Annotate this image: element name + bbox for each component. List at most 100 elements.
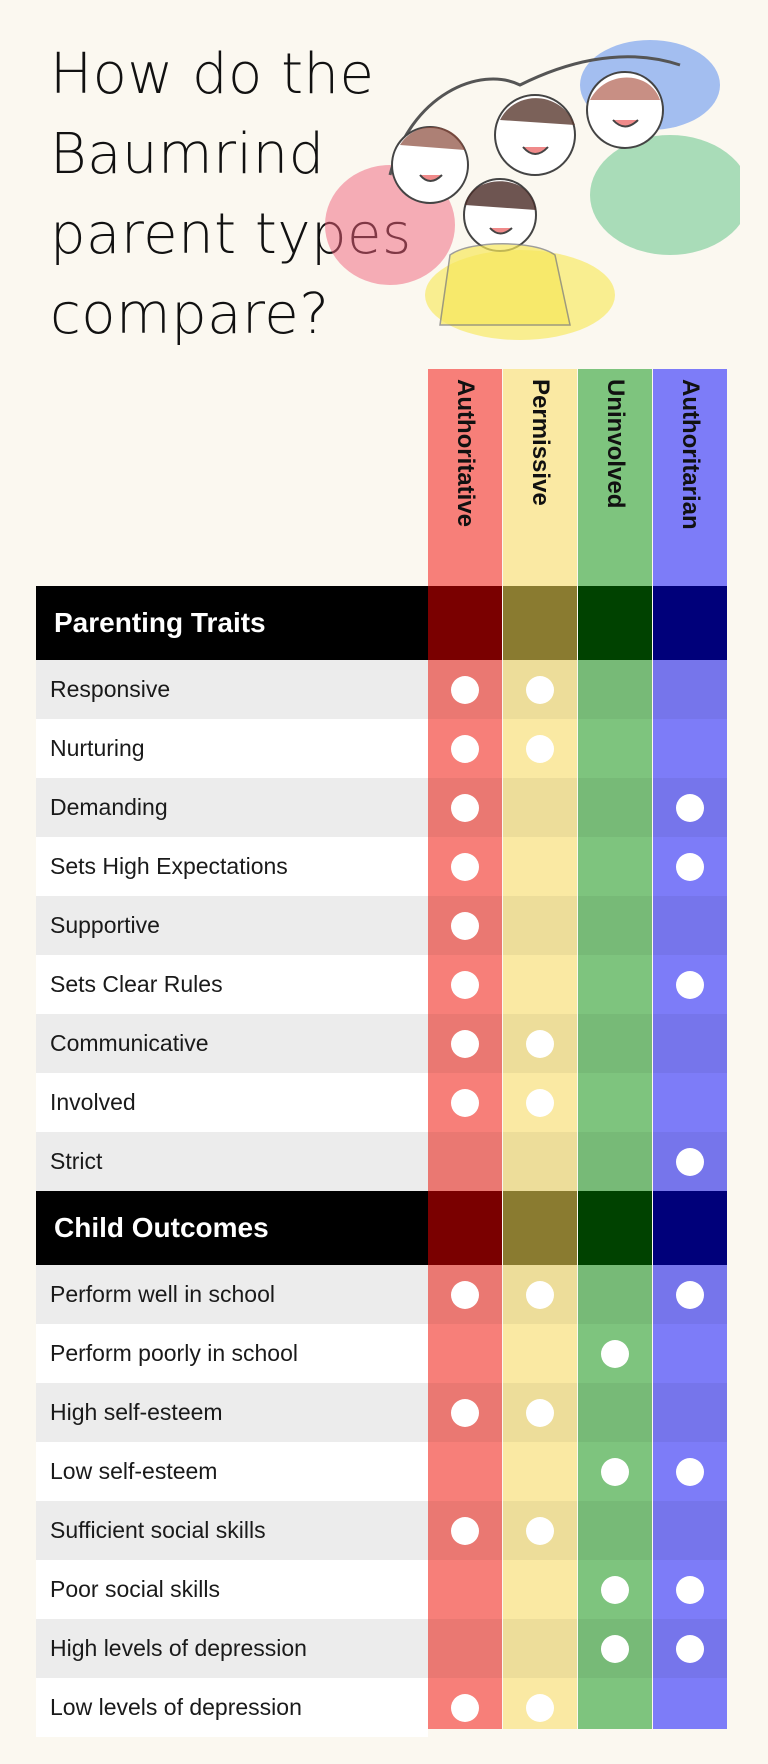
column-header-label: Permissive bbox=[527, 379, 554, 506]
row-shade bbox=[653, 896, 727, 955]
check-dot bbox=[451, 793, 479, 822]
table-row: Involved bbox=[36, 1073, 428, 1132]
check-dot bbox=[451, 734, 479, 763]
row-shade bbox=[578, 1383, 652, 1442]
row-shade bbox=[428, 1619, 502, 1678]
section-title: Child Outcomes bbox=[36, 1191, 428, 1265]
row-shade bbox=[578, 1265, 652, 1324]
table-row: Sufficient social skills bbox=[36, 1501, 428, 1560]
table-row: Sets High Expectations bbox=[36, 837, 428, 896]
section-color-cell bbox=[653, 1191, 727, 1265]
check-dot bbox=[601, 1457, 629, 1486]
column-header-label: Uninvolved bbox=[602, 379, 629, 509]
check-dot bbox=[526, 675, 554, 704]
row-label: Low levels of depression bbox=[50, 1694, 302, 1720]
row-label: Poor social skills bbox=[50, 1576, 220, 1602]
check-dot bbox=[451, 852, 479, 881]
column-header: Uninvolved bbox=[578, 369, 652, 586]
row-label: Nurturing bbox=[50, 735, 145, 761]
section-color-cell bbox=[578, 586, 652, 660]
row-shade bbox=[578, 778, 652, 837]
check-dot bbox=[676, 1147, 704, 1176]
check-dot bbox=[451, 1088, 479, 1117]
row-label: Sets High Expectations bbox=[50, 853, 288, 879]
check-dot bbox=[526, 1280, 554, 1309]
check-dot bbox=[676, 1634, 704, 1663]
table-row: Sets Clear Rules bbox=[36, 955, 428, 1014]
row-shade bbox=[503, 1132, 577, 1191]
check-dot bbox=[451, 675, 479, 704]
table-row: Supportive bbox=[36, 896, 428, 955]
row-label: Sufficient social skills bbox=[50, 1517, 266, 1543]
check-dot bbox=[676, 852, 704, 881]
row-shade bbox=[578, 1132, 652, 1191]
section-color-cell bbox=[428, 586, 502, 660]
row-shade bbox=[578, 1501, 652, 1560]
column-header: Authoritative bbox=[428, 369, 502, 586]
column-header: Permissive bbox=[503, 369, 577, 586]
check-dot bbox=[526, 734, 554, 763]
row-label: Sets Clear Rules bbox=[50, 971, 223, 997]
check-dot bbox=[451, 1693, 479, 1722]
row-shade bbox=[503, 896, 577, 955]
section-color-cell bbox=[653, 586, 727, 660]
table-row: Poor social skills bbox=[36, 1560, 428, 1619]
row-label: Perform well in school bbox=[50, 1281, 275, 1307]
row-shade bbox=[503, 1619, 577, 1678]
check-dot bbox=[526, 1516, 554, 1545]
check-dot bbox=[526, 1088, 554, 1117]
section-title: Parenting Traits bbox=[36, 586, 428, 660]
row-label: High self-esteem bbox=[50, 1399, 223, 1425]
row-shade bbox=[653, 660, 727, 719]
section-color-cell bbox=[503, 586, 577, 660]
section-header: Child Outcomes bbox=[36, 1191, 727, 1265]
row-shade bbox=[578, 896, 652, 955]
check-dot bbox=[601, 1634, 629, 1663]
section-color-cell bbox=[578, 1191, 652, 1265]
check-dot bbox=[451, 1398, 479, 1427]
check-dot bbox=[526, 1029, 554, 1058]
row-label: Supportive bbox=[50, 912, 160, 938]
check-dot bbox=[526, 1398, 554, 1427]
row-label: High levels of depression bbox=[50, 1635, 307, 1661]
check-dot bbox=[676, 1280, 704, 1309]
table-row: Responsive bbox=[36, 660, 428, 719]
check-dot bbox=[601, 1575, 629, 1604]
row-label: Communicative bbox=[50, 1030, 209, 1056]
table-row: Perform poorly in school bbox=[36, 1324, 428, 1383]
row-shade bbox=[428, 1132, 502, 1191]
row-label: Involved bbox=[50, 1089, 136, 1115]
row-label: Strict bbox=[50, 1148, 103, 1174]
column-header-label: Authoritative bbox=[452, 379, 479, 528]
check-dot bbox=[526, 1693, 554, 1722]
table-row: Strict bbox=[36, 1132, 428, 1191]
table-row: Low self-esteem bbox=[36, 1442, 428, 1501]
check-dot bbox=[676, 1457, 704, 1486]
row-shade bbox=[653, 1383, 727, 1442]
check-dot bbox=[451, 1029, 479, 1058]
check-dot bbox=[601, 1339, 629, 1368]
check-dot bbox=[451, 1280, 479, 1309]
table-row: Perform well in school bbox=[36, 1265, 428, 1324]
table-row: Communicative bbox=[36, 1014, 428, 1073]
row-shade bbox=[653, 1014, 727, 1073]
table-row: Nurturing bbox=[36, 719, 428, 778]
family-illustration bbox=[325, 40, 740, 340]
row-shade bbox=[653, 1501, 727, 1560]
check-dot bbox=[676, 970, 704, 999]
table-row: Demanding bbox=[36, 778, 428, 837]
column-header: Authoritarian bbox=[653, 369, 727, 586]
check-dot bbox=[451, 1516, 479, 1545]
row-label: Low self-esteem bbox=[50, 1458, 218, 1484]
row-shade bbox=[503, 778, 577, 837]
check-dot bbox=[451, 911, 479, 940]
check-dot bbox=[676, 1575, 704, 1604]
section-color-cell bbox=[428, 1191, 502, 1265]
check-dot bbox=[676, 793, 704, 822]
row-label: Demanding bbox=[50, 794, 168, 820]
section-header: Parenting Traits bbox=[36, 586, 727, 660]
section-color-cell bbox=[503, 1191, 577, 1265]
row-label: Perform poorly in school bbox=[50, 1340, 298, 1366]
table-row: Low levels of depression bbox=[36, 1678, 428, 1737]
table-row: High levels of depression bbox=[36, 1619, 428, 1678]
